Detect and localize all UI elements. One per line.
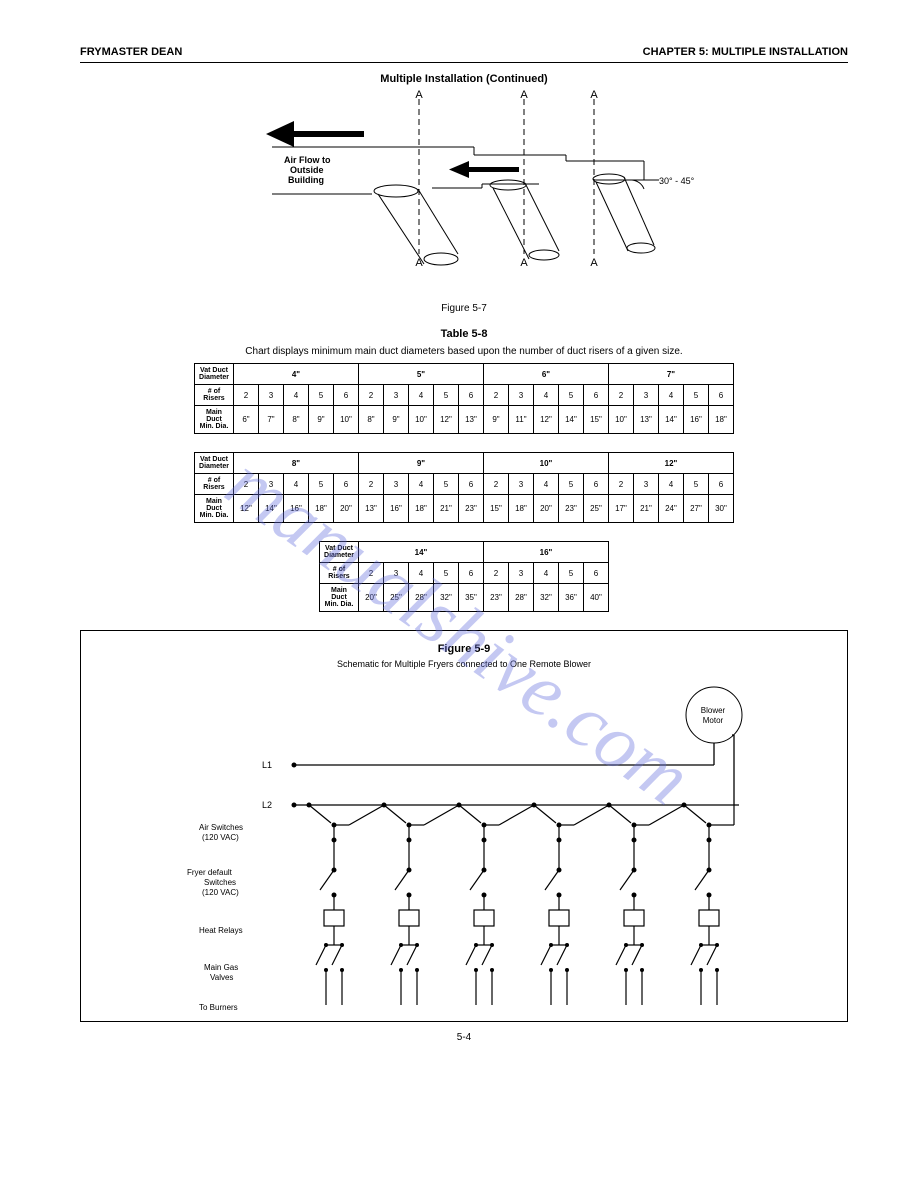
svg-text:Main Gas: Main Gas [204, 963, 238, 972]
svg-text:A: A [590, 257, 598, 269]
svg-text:A: A [590, 89, 598, 101]
svg-text:30° - 45°: 30° - 45° [659, 176, 695, 186]
schematic-svg: Blower Motor L1 L2 Air Switches (120 VAC… [144, 675, 784, 1015]
svg-text:(120 VAC): (120 VAC) [202, 888, 239, 897]
table58-row3: Vat Duct Diameter14"16"# of Risers234562… [319, 541, 609, 612]
svg-text:Air Flow to Outside: Air Flow to Outside Building [284, 155, 333, 185]
svg-text:Air Switches: Air Switches [199, 823, 243, 832]
svg-text:Switches: Switches [204, 878, 236, 887]
header-left: FRYMASTER DEAN [80, 46, 182, 58]
fig57-caption: Figure 5-7 [80, 303, 848, 314]
svg-text:Valves: Valves [210, 973, 233, 982]
page-number: 5-4 [80, 1032, 848, 1043]
schematic-subtitle: Schematic for Multiple Fryers connected … [91, 659, 837, 669]
table58-title: Table 5-8 [80, 328, 848, 340]
schematic-box: Figure 5-9 Schematic for Multiple Fryers… [80, 630, 848, 1022]
svg-text:(120 VAC): (120 VAC) [202, 833, 239, 842]
svg-text:To Burners: To Burners [199, 1003, 238, 1012]
svg-text:A: A [520, 257, 528, 269]
page-header: FRYMASTER DEAN CHAPTER 5: MULTIPLE INSTA… [80, 46, 848, 63]
svg-text:Heat Relays: Heat Relays [199, 926, 243, 935]
svg-text:Fryer default: Fryer default [187, 868, 233, 877]
section-title: Multiple Installation (Continued) [80, 73, 848, 85]
table58-row1: Vat Duct Diameter4"5"6"7"# of Risers2345… [194, 363, 734, 434]
svg-text:Blower: Blower [701, 706, 726, 715]
svg-text:A: A [415, 257, 423, 269]
svg-text:A: A [415, 89, 423, 101]
svg-text:Motor: Motor [703, 716, 724, 725]
table58-subtitle: Chart displays minimum main duct diamete… [80, 346, 848, 357]
schematic-title: Figure 5-9 [91, 643, 837, 655]
svg-text:A: A [520, 89, 528, 101]
duct-diagram: A A A A A A [214, 89, 714, 299]
header-right: CHAPTER 5: MULTIPLE INSTALLATION [643, 46, 848, 58]
svg-text:L2: L2 [262, 800, 272, 810]
table58-row2: Vat Duct Diameter8"9"10"12"# of Risers23… [194, 452, 734, 523]
svg-text:L1: L1 [262, 760, 272, 770]
